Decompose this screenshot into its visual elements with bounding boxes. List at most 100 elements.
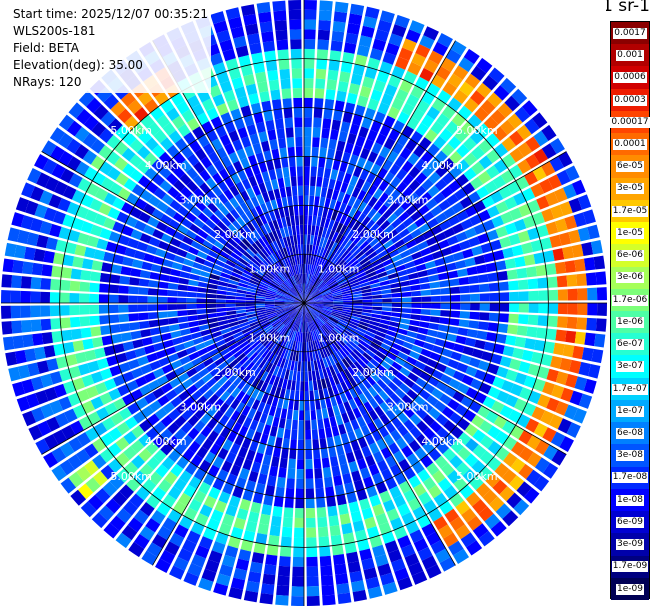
- range-gate-cell: [367, 208, 377, 219]
- range-gate-cell: [478, 466, 493, 481]
- range-gate-cell: [201, 121, 214, 134]
- range-gate-cell: [92, 471, 108, 487]
- range-gate-cell: [505, 369, 518, 382]
- range-gate-cell: [111, 333, 123, 344]
- range-gate-cell: [209, 443, 221, 456]
- range-gate-cell: [312, 380, 318, 391]
- range-gate-cell: [340, 333, 350, 342]
- range-gate-cell: [549, 137, 565, 154]
- range-gate-cell: [204, 559, 220, 573]
- range-gate-cell: [569, 390, 583, 406]
- range-gate-cell: [576, 317, 588, 330]
- range-gate-cell: [453, 548, 470, 564]
- range-gate-cell: [452, 251, 465, 262]
- range-gate-cell: [156, 200, 169, 213]
- range-gate-cell: [456, 268, 468, 278]
- range-gate-cell: [231, 422, 242, 434]
- range-gate-cell: [224, 121, 236, 134]
- range-gate-cell: [224, 394, 236, 406]
- range-gate-cell: [565, 330, 577, 344]
- range-gate-cell: [245, 428, 255, 440]
- range-gate-cell: [270, 317, 280, 325]
- range-gate-cell: [199, 459, 212, 473]
- range-gate-cell: [245, 361, 255, 372]
- range-gate-cell: [387, 381, 399, 392]
- range-gate-cell: [462, 248, 474, 259]
- range-gate-cell: [317, 29, 330, 41]
- range-gate-cell: [232, 139, 243, 152]
- range-gate-cell: [282, 247, 289, 258]
- range-gate-cell: [525, 469, 542, 486]
- range-gate-cell: [58, 114, 75, 131]
- range-gate-cell: [411, 308, 422, 315]
- colorbar-cell: 1.7e-06: [611, 288, 649, 312]
- range-gate-cell: [372, 38, 387, 52]
- range-gate-cell: [330, 40, 343, 52]
- range-gate-cell: [90, 371, 104, 384]
- range-gate-cell: [237, 315, 248, 321]
- range-gate-cell: [299, 224, 304, 235]
- range-gate-cell: [40, 318, 52, 331]
- range-gate-cell: [81, 258, 94, 270]
- range-gate-cell: [115, 452, 130, 467]
- range-gate-cell: [229, 197, 240, 209]
- range-gate-cell: [521, 100, 538, 117]
- range-gate-cell: [389, 347, 400, 356]
- range-gate-cell: [453, 477, 468, 492]
- range-gate-cell: [187, 246, 199, 256]
- range-gate-cell: [262, 259, 271, 269]
- range-gate-cell: [405, 29, 421, 43]
- range-gate-cell: [388, 249, 400, 258]
- range-gate-cell: [318, 257, 324, 268]
- range-gate-cell: [357, 539, 370, 552]
- range-gate-cell: [280, 284, 289, 292]
- range-gate-cell: [103, 192, 117, 206]
- range-gate-cell: [366, 233, 377, 244]
- range-gate-cell: [427, 185, 440, 198]
- range-gate-cell: [344, 102, 356, 114]
- range-gate-cell: [304, 175, 310, 186]
- range-gate-cell: [371, 142, 383, 155]
- range-gate-cell: [311, 309, 320, 316]
- range-gate-cell: [422, 229, 434, 240]
- range-gate-cell: [108, 294, 119, 303]
- range-gate-cell: [285, 186, 292, 197]
- range-gate-cell: [310, 264, 314, 275]
- range-gate-cell: [489, 292, 500, 302]
- range-gate-cell: [315, 369, 321, 381]
- range-gate-cell: [436, 331, 448, 340]
- range-gate-cell: [317, 328, 324, 338]
- range-gate-cell: [212, 62, 227, 75]
- range-gate-cell: [384, 334, 396, 342]
- range-gate-cell: [538, 303, 549, 314]
- range-gate-cell: [460, 218, 473, 230]
- range-gate-cell: [157, 296, 168, 303]
- range-gate-cell: [167, 186, 180, 199]
- range-gate-cell: [232, 331, 244, 339]
- range-gate-cell: [409, 426, 422, 439]
- range-gate-cell: [342, 305, 353, 308]
- range-gate-cell: [99, 283, 110, 293]
- range-gate-cell: [395, 264, 406, 272]
- range-gate-cell: [339, 224, 348, 235]
- range-gate-cell: [80, 327, 92, 339]
- range-gate-cell: [381, 468, 393, 481]
- range-gate-cell: [443, 207, 456, 219]
- range-gate-cell: [306, 254, 309, 265]
- range-gate-cell: [395, 56, 410, 70]
- range-gate-cell: [301, 342, 304, 352]
- range-gate-cell: [208, 322, 220, 329]
- range-gate-cell: [297, 284, 302, 294]
- range-gate-cell: [225, 303, 236, 308]
- range-gate-cell: [280, 368, 287, 379]
- range-gate-cell: [547, 276, 558, 288]
- range-gate-cell: [413, 257, 425, 266]
- range-gate-cell: [64, 242, 77, 255]
- range-gate-cell: [188, 351, 200, 361]
- range-gate-cell: [334, 325, 344, 334]
- range-gate-cell: [304, 293, 308, 303]
- range-gate-cell: [218, 402, 230, 414]
- range-gate-cell: [224, 242, 236, 252]
- range-gate-cell: [216, 290, 227, 295]
- range-gate-cell: [264, 257, 273, 267]
